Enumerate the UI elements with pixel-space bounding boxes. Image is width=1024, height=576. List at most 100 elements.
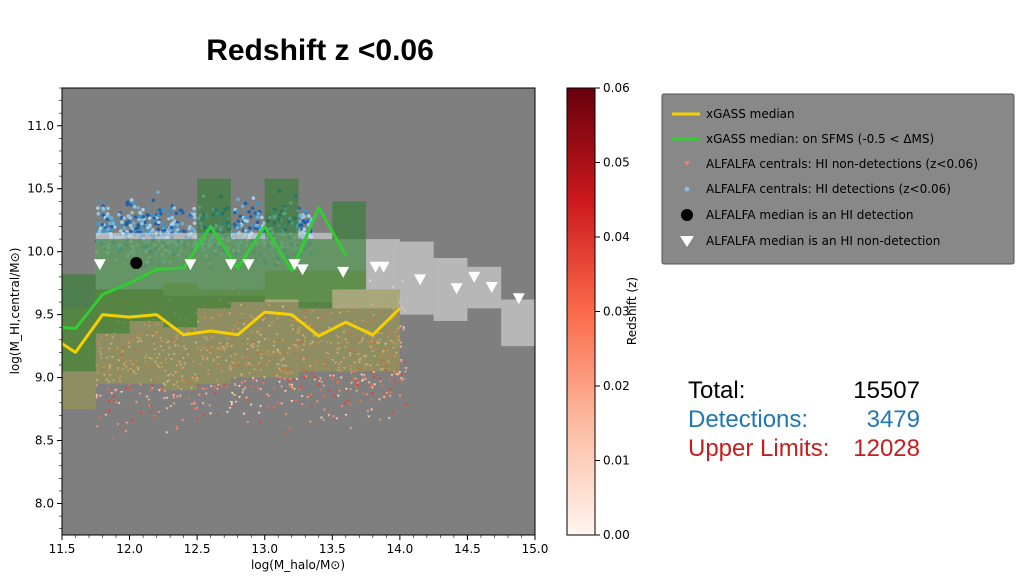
nondetection-point — [399, 341, 403, 345]
nondetection-point — [400, 379, 404, 383]
nondetection-point — [110, 392, 114, 395]
detection-point — [151, 198, 156, 203]
nondetection-point — [193, 408, 197, 411]
nondetection-point — [302, 376, 306, 379]
nondetection-point — [309, 404, 313, 408]
nondetection-point — [298, 388, 302, 392]
detection-point — [150, 228, 155, 232]
detection-point — [157, 208, 162, 212]
nondetection-point — [367, 381, 371, 385]
nondetection-point — [399, 345, 403, 349]
detection-point — [257, 225, 262, 229]
nondetection-point — [215, 413, 219, 416]
colorbar-tick-label: 0.01 — [603, 454, 630, 468]
nondetection-point — [339, 376, 343, 380]
nondetection-point — [163, 390, 167, 393]
detection-point — [141, 225, 145, 230]
nondetection-point — [98, 394, 102, 398]
detection-point — [237, 223, 241, 228]
stat-total-label: Total: — [688, 377, 746, 404]
nondetection-point — [400, 360, 404, 364]
nondetection-point — [404, 403, 408, 407]
nondetection-point — [138, 392, 142, 396]
nondetection-point — [116, 423, 120, 426]
detection-point — [101, 206, 105, 211]
nondetection-point — [322, 384, 326, 388]
nondetection-point — [340, 405, 344, 408]
detection-point — [128, 229, 133, 234]
median-nondetection-marker — [242, 259, 255, 271]
nondetection-point — [120, 391, 124, 394]
detection-point — [192, 212, 197, 217]
nondetection-point — [245, 396, 249, 400]
detection-point — [141, 207, 145, 212]
nondetection-point — [349, 403, 353, 407]
nondetection-point — [148, 411, 152, 414]
nondetection-point — [398, 394, 402, 398]
detection-point — [300, 215, 305, 220]
nondetection-point — [175, 425, 179, 428]
nondetection-point — [293, 388, 297, 391]
detection-point — [120, 220, 124, 224]
colorbar-tick-label: 0.03 — [603, 305, 630, 319]
nondetection-point — [400, 373, 404, 377]
nondetection-point — [328, 374, 332, 378]
nondetection-point — [106, 388, 110, 391]
nondetection-point — [371, 372, 375, 376]
nondetection-point — [387, 417, 391, 420]
nondetection-point — [372, 376, 376, 379]
x-tick-label: 14.5 — [454, 542, 481, 556]
nondetection-point — [259, 421, 263, 424]
yellow-band — [366, 289, 400, 372]
nondetection-point — [322, 395, 326, 399]
detection-point — [138, 214, 142, 219]
nondetection-point — [283, 390, 287, 393]
nondetection-point — [213, 392, 217, 395]
nondetection-point — [259, 405, 263, 408]
nondetection-point — [134, 401, 138, 404]
nondetection-point — [360, 373, 364, 377]
nondetection-point — [344, 413, 348, 417]
nondetection-point — [225, 385, 229, 389]
nondetection-point — [238, 395, 242, 399]
detection-point — [118, 229, 123, 233]
y-tick-label: 9.5 — [35, 308, 54, 322]
nondetection-point — [366, 410, 370, 413]
detection-point — [192, 229, 197, 234]
nondetection-point — [172, 402, 176, 406]
nondetection-point — [204, 387, 208, 391]
nondetection-point — [320, 380, 324, 384]
nondetection-point — [290, 400, 294, 403]
detection-point — [236, 197, 240, 202]
nondetection-point — [242, 388, 246, 392]
nondetection-point — [402, 328, 406, 332]
nondetection-point — [319, 388, 323, 392]
nondetection-point — [145, 395, 149, 399]
nondetection-point — [267, 395, 271, 398]
nondetection-point — [272, 406, 276, 409]
nondetection-point — [243, 386, 247, 390]
nondetection-point — [95, 396, 99, 399]
nondetection-point — [344, 387, 348, 391]
nondetection-point — [335, 417, 339, 420]
nondetection-point — [388, 394, 392, 398]
nondetection-point — [150, 387, 154, 390]
nondetection-point — [249, 403, 253, 407]
stats-panel: Total: 15507 Detections: 3479 Upper Limi… — [688, 376, 920, 463]
detection-point — [156, 227, 161, 231]
detection-point — [255, 220, 260, 224]
stat-detections-value: 3479 — [866, 406, 920, 433]
median-nondetection-marker — [288, 259, 301, 271]
nondetection-point — [317, 383, 321, 387]
nondetection-point — [284, 413, 288, 416]
nondetection-point — [370, 392, 374, 395]
colorbar-label: Redshift (z) — [625, 277, 639, 345]
detection-point — [192, 221, 197, 225]
nondetection-point — [365, 393, 369, 396]
nondetection-point — [147, 398, 151, 402]
nondetection-point — [384, 395, 388, 398]
detection-point — [170, 215, 175, 220]
detection-point — [151, 218, 156, 223]
nondetection-point — [356, 381, 360, 385]
